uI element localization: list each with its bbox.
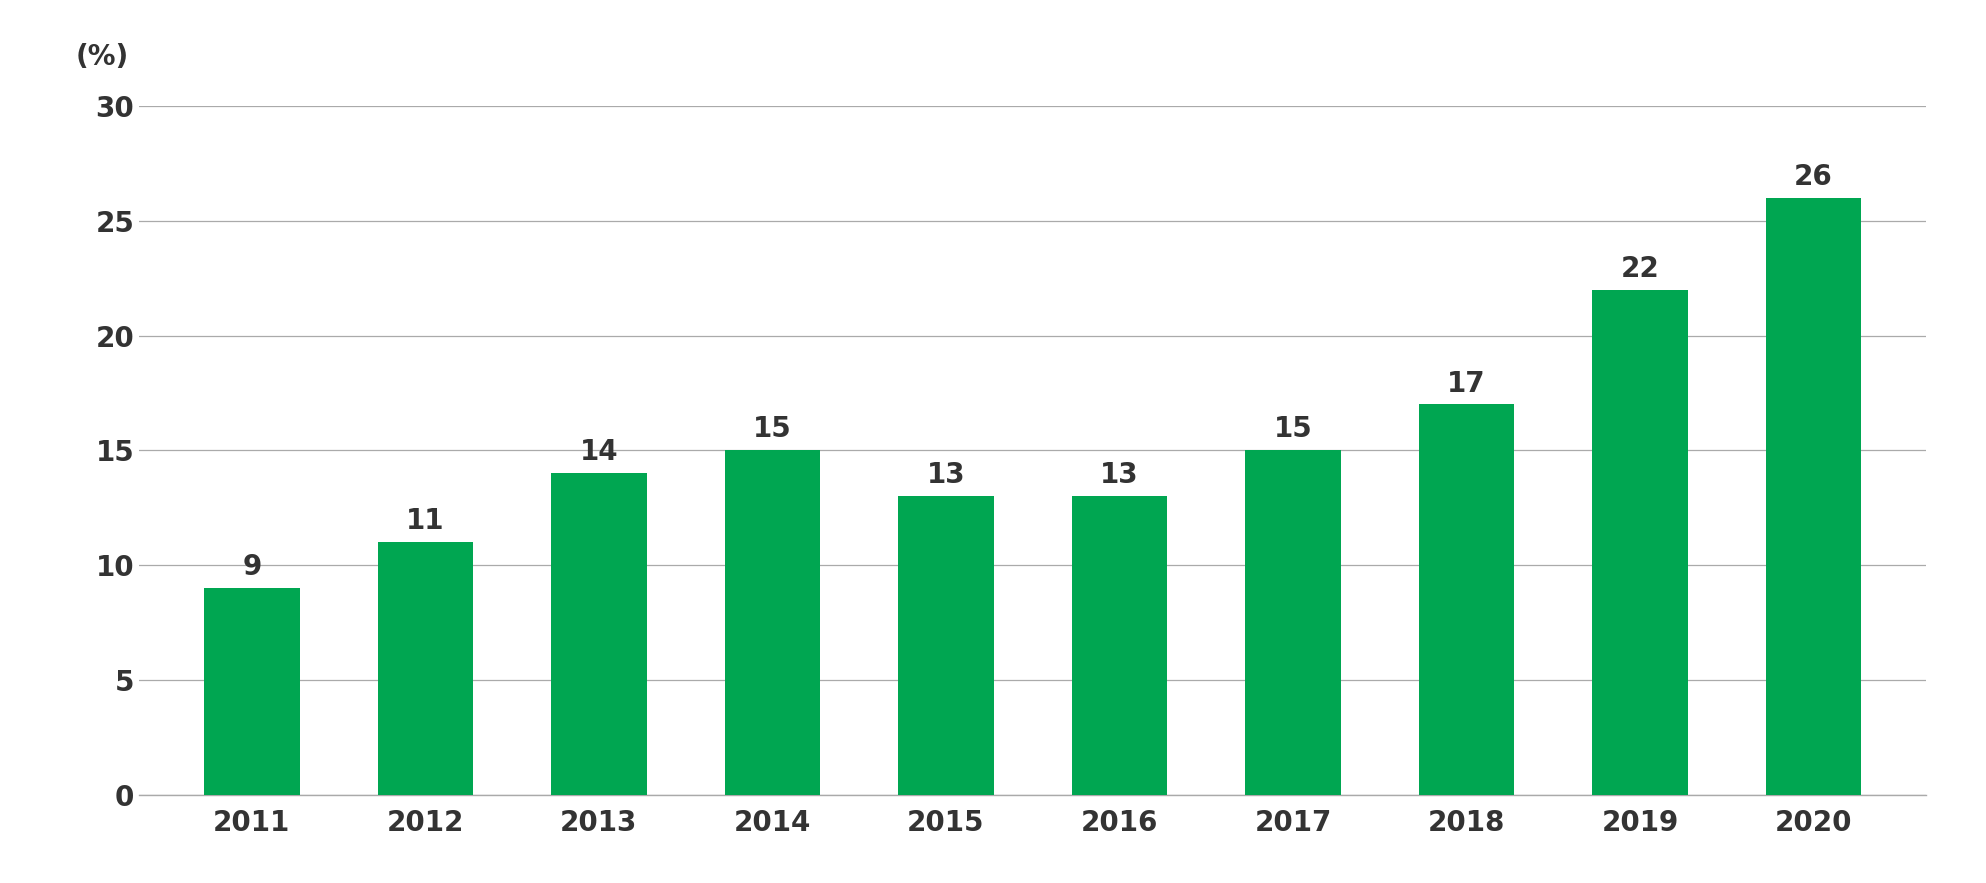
Text: 13: 13 xyxy=(1100,461,1138,489)
Bar xyxy=(898,496,993,795)
Bar xyxy=(377,542,473,795)
Text: 17: 17 xyxy=(1448,369,1486,397)
Text: 13: 13 xyxy=(927,461,965,489)
Text: 9: 9 xyxy=(242,553,262,581)
Bar xyxy=(1593,290,1688,795)
Bar xyxy=(1245,450,1341,795)
Text: 11: 11 xyxy=(405,507,445,535)
Bar xyxy=(1418,404,1513,795)
Text: 14: 14 xyxy=(580,438,618,466)
Text: (%): (%) xyxy=(75,42,129,71)
Bar xyxy=(725,450,820,795)
Bar xyxy=(1072,496,1168,795)
Text: 26: 26 xyxy=(1793,162,1833,191)
Bar xyxy=(205,588,300,795)
Text: 15: 15 xyxy=(753,415,792,443)
Bar xyxy=(552,473,647,795)
Text: 15: 15 xyxy=(1273,415,1313,443)
Bar xyxy=(1766,198,1861,795)
Text: 22: 22 xyxy=(1621,254,1660,283)
